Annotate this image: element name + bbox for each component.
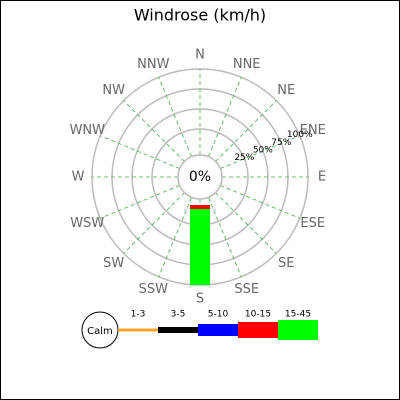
direction-label: SE xyxy=(278,256,294,271)
legend-swatch xyxy=(158,327,198,333)
direction-label: ENE xyxy=(300,123,326,138)
ring-label: 75% xyxy=(271,138,291,148)
bar-segment xyxy=(190,209,210,285)
ring-label: 25% xyxy=(234,153,254,163)
ring-label: 100% xyxy=(287,130,313,140)
spoke xyxy=(220,185,300,219)
direction-label: NE xyxy=(277,83,295,98)
spoke xyxy=(100,185,180,219)
spoke xyxy=(220,135,300,169)
ring-label: 50% xyxy=(253,145,273,155)
direction-label: NW xyxy=(102,83,125,98)
direction-label: SSE xyxy=(234,282,259,297)
spoke xyxy=(158,77,192,157)
direction-label: WSW xyxy=(70,216,104,231)
calm-circle xyxy=(177,154,223,200)
direction-label: W xyxy=(72,170,85,185)
legend-label: 15-45 xyxy=(285,310,311,320)
legend-swatch xyxy=(198,324,238,336)
direction-label: SW xyxy=(103,256,124,271)
legend-swatch xyxy=(238,322,278,338)
direction-label: NNE xyxy=(233,57,261,72)
calm-value: 0% xyxy=(189,169,211,185)
direction-label: SSW xyxy=(139,282,169,297)
spoke xyxy=(123,100,185,162)
legend-swatch xyxy=(278,320,318,340)
direction-label: WNW xyxy=(70,123,106,138)
spoke xyxy=(215,100,277,162)
spoke xyxy=(158,197,192,277)
chart-title: Windrose (km/h) xyxy=(134,6,266,25)
spoke xyxy=(100,135,180,169)
legend-label: 1-3 xyxy=(131,310,146,320)
legend-label: 10-15 xyxy=(245,310,271,320)
legend-label: 5-10 xyxy=(208,310,229,320)
legend-label: 3-5 xyxy=(171,310,186,320)
spoke xyxy=(208,197,242,277)
direction-label: S xyxy=(196,292,204,307)
legend-calm-label: Calm xyxy=(87,326,113,337)
spoke xyxy=(215,192,277,254)
legend-swatch xyxy=(118,328,158,332)
spoke xyxy=(208,77,242,157)
direction-label: ESE xyxy=(300,216,325,231)
direction-label: E xyxy=(318,170,326,185)
bar-segment xyxy=(190,205,210,209)
direction-label: N xyxy=(195,48,205,63)
spoke xyxy=(123,192,185,254)
direction-label: NNW xyxy=(137,57,169,72)
